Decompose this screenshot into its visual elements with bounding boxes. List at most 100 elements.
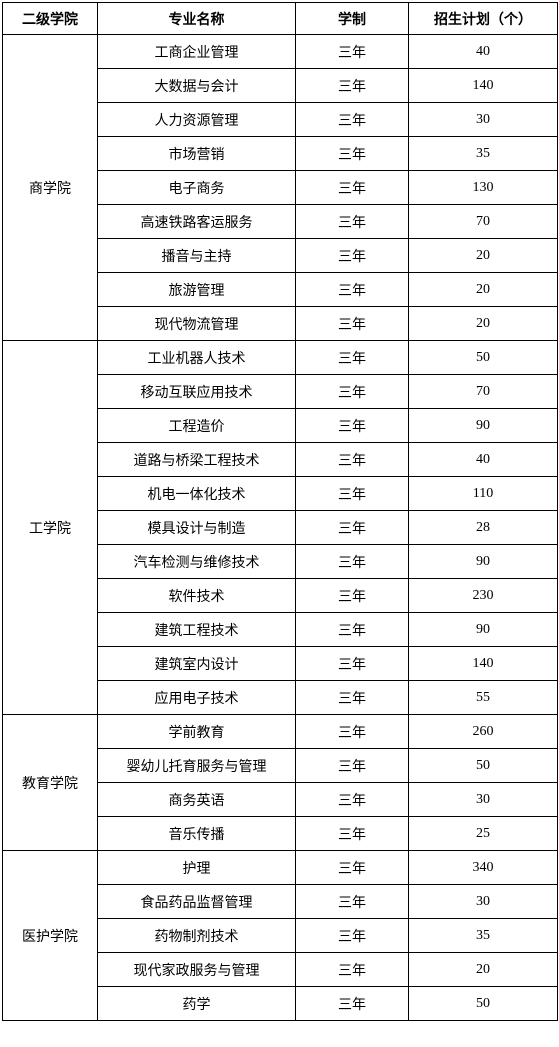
college-cell: 教育学院 [3, 715, 98, 851]
plan-cell: 30 [409, 783, 558, 817]
major-cell: 道路与桥梁工程技术 [98, 443, 296, 477]
plan-cell: 20 [409, 953, 558, 987]
duration-cell: 三年 [296, 137, 409, 171]
duration-cell: 三年 [296, 511, 409, 545]
plan-cell: 50 [409, 987, 558, 1021]
duration-cell: 三年 [296, 273, 409, 307]
plan-cell: 40 [409, 35, 558, 69]
major-cell: 护理 [98, 851, 296, 885]
duration-cell: 三年 [296, 171, 409, 205]
college-cell: 医护学院 [3, 851, 98, 1021]
duration-cell: 三年 [296, 715, 409, 749]
major-cell: 学前教育 [98, 715, 296, 749]
plan-cell: 260 [409, 715, 558, 749]
major-cell: 机电一体化技术 [98, 477, 296, 511]
plan-cell: 20 [409, 239, 558, 273]
plan-cell: 55 [409, 681, 558, 715]
header-major: 专业名称 [98, 3, 296, 35]
header-duration: 学制 [296, 3, 409, 35]
table-row: 医护学院护理三年340 [3, 851, 558, 885]
major-cell: 软件技术 [98, 579, 296, 613]
major-cell: 药物制剂技术 [98, 919, 296, 953]
duration-cell: 三年 [296, 375, 409, 409]
major-cell: 模具设计与制造 [98, 511, 296, 545]
college-cell: 商学院 [3, 35, 98, 341]
plan-cell: 340 [409, 851, 558, 885]
table-row: 工学院工业机器人技术三年50 [3, 341, 558, 375]
duration-cell: 三年 [296, 885, 409, 919]
duration-cell: 三年 [296, 103, 409, 137]
plan-cell: 140 [409, 647, 558, 681]
major-cell: 电子商务 [98, 171, 296, 205]
major-cell: 应用电子技术 [98, 681, 296, 715]
duration-cell: 三年 [296, 545, 409, 579]
plan-cell: 20 [409, 273, 558, 307]
duration-cell: 三年 [296, 919, 409, 953]
plan-cell: 30 [409, 103, 558, 137]
duration-cell: 三年 [296, 851, 409, 885]
plan-cell: 140 [409, 69, 558, 103]
major-cell: 婴幼儿托育服务与管理 [98, 749, 296, 783]
plan-cell: 110 [409, 477, 558, 511]
major-cell: 现代家政服务与管理 [98, 953, 296, 987]
duration-cell: 三年 [296, 613, 409, 647]
duration-cell: 三年 [296, 817, 409, 851]
duration-cell: 三年 [296, 953, 409, 987]
plan-cell: 40 [409, 443, 558, 477]
plan-cell: 90 [409, 409, 558, 443]
table-row: 商学院工商企业管理三年40 [3, 35, 558, 69]
duration-cell: 三年 [296, 783, 409, 817]
duration-cell: 三年 [296, 681, 409, 715]
duration-cell: 三年 [296, 443, 409, 477]
major-cell: 高速铁路客运服务 [98, 205, 296, 239]
duration-cell: 三年 [296, 69, 409, 103]
duration-cell: 三年 [296, 749, 409, 783]
plan-cell: 70 [409, 205, 558, 239]
table-body: 商学院工商企业管理三年40大数据与会计三年140人力资源管理三年30市场营销三年… [3, 35, 558, 1021]
major-cell: 工程造价 [98, 409, 296, 443]
major-cell: 建筑室内设计 [98, 647, 296, 681]
major-cell: 药学 [98, 987, 296, 1021]
plan-cell: 35 [409, 919, 558, 953]
duration-cell: 三年 [296, 579, 409, 613]
header-plan: 招生计划（个） [409, 3, 558, 35]
major-cell: 移动互联应用技术 [98, 375, 296, 409]
plan-cell: 50 [409, 749, 558, 783]
plan-cell: 20 [409, 307, 558, 341]
plan-cell: 70 [409, 375, 558, 409]
major-cell: 人力资源管理 [98, 103, 296, 137]
major-cell: 商务英语 [98, 783, 296, 817]
duration-cell: 三年 [296, 239, 409, 273]
plan-cell: 30 [409, 885, 558, 919]
duration-cell: 三年 [296, 987, 409, 1021]
major-cell: 汽车检测与维修技术 [98, 545, 296, 579]
major-cell: 工商企业管理 [98, 35, 296, 69]
duration-cell: 三年 [296, 647, 409, 681]
duration-cell: 三年 [296, 35, 409, 69]
major-cell: 食品药品监督管理 [98, 885, 296, 919]
major-cell: 建筑工程技术 [98, 613, 296, 647]
duration-cell: 三年 [296, 409, 409, 443]
duration-cell: 三年 [296, 307, 409, 341]
plan-cell: 25 [409, 817, 558, 851]
plan-cell: 90 [409, 545, 558, 579]
college-cell: 工学院 [3, 341, 98, 715]
major-cell: 市场营销 [98, 137, 296, 171]
major-cell: 旅游管理 [98, 273, 296, 307]
major-cell: 音乐传播 [98, 817, 296, 851]
duration-cell: 三年 [296, 341, 409, 375]
table-row: 教育学院学前教育三年260 [3, 715, 558, 749]
plan-cell: 35 [409, 137, 558, 171]
plan-cell: 28 [409, 511, 558, 545]
major-cell: 现代物流管理 [98, 307, 296, 341]
major-cell: 工业机器人技术 [98, 341, 296, 375]
header-college: 二级学院 [3, 3, 98, 35]
plan-cell: 50 [409, 341, 558, 375]
plan-cell: 90 [409, 613, 558, 647]
enrollment-plan-table: 二级学院 专业名称 学制 招生计划（个） 商学院工商企业管理三年40大数据与会计… [2, 2, 558, 1021]
plan-cell: 130 [409, 171, 558, 205]
major-cell: 大数据与会计 [98, 69, 296, 103]
plan-cell: 230 [409, 579, 558, 613]
duration-cell: 三年 [296, 477, 409, 511]
table-header-row: 二级学院 专业名称 学制 招生计划（个） [3, 3, 558, 35]
